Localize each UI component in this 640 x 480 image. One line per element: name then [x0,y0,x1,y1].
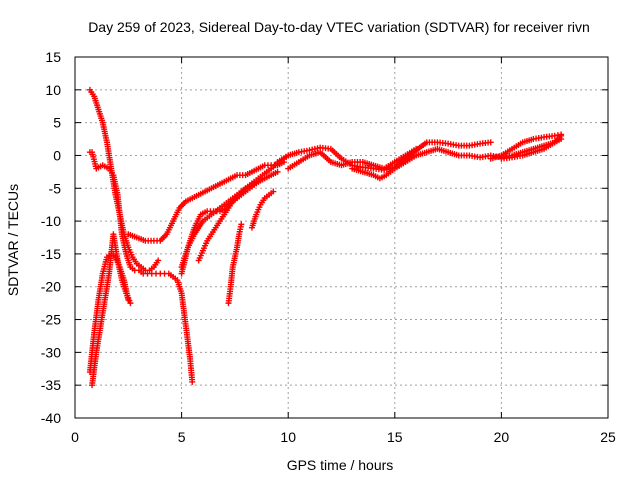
y-tick-label: -20 [41,279,61,295]
x-tick-label: 15 [387,429,403,445]
x-tick-label: 5 [178,429,186,445]
series-track-i [225,221,245,307]
series-track-k [274,139,494,173]
series-track-o [498,132,565,162]
y-tick-label: -40 [41,410,61,426]
x-tick-label: 25 [600,429,616,445]
data-point [274,168,281,175]
data-point [125,296,132,303]
series-track-j [248,188,277,231]
grid-lines [75,57,608,418]
data-point [270,188,277,195]
y-tick-label: -15 [41,246,61,262]
y-tick-label: -30 [41,344,61,360]
x-tick-labels: 0 5 10 15 20 25 [71,429,616,445]
y-tick-label: -35 [41,377,61,393]
data-point [189,378,196,385]
series-track-c [86,250,132,376]
series-track-d [86,149,196,385]
data-point [155,257,162,264]
series-track-f [178,168,281,277]
y-tick-label: -5 [49,180,62,196]
y-tick-label: 0 [53,147,61,163]
y-tick-label: -10 [41,213,61,229]
series-track-e [125,159,287,244]
data-point [127,300,134,307]
data-point [558,132,565,139]
x-tick-label: 20 [494,429,510,445]
y-tick-label: -25 [41,312,61,328]
x-tick-label: 0 [71,429,79,445]
data-point [259,175,266,182]
data-point [487,139,494,146]
x-axis-label: GPS time / hours [287,457,394,473]
series-track-h [195,175,266,264]
x-tick-label: 10 [280,429,296,445]
series-track-m [349,136,565,182]
y-tick-label: 15 [45,49,61,65]
tick-marks [74,56,609,419]
chart-title: Day 259 of 2023, Sidereal Day-to-day VTE… [88,19,590,35]
data-points [86,86,565,389]
y-tick-label: 5 [53,115,61,131]
y-axis-label: SDTVAR / TECUs [5,184,21,296]
y-tick-labels: -40 -35 -30 -25 -20 -15 -10 -5 0 5 10 15 [41,49,61,426]
series-track-l [285,145,420,172]
plot-frame [74,56,609,419]
y-tick-label: 10 [45,82,61,98]
data-point [413,145,420,152]
data-point [238,221,245,228]
